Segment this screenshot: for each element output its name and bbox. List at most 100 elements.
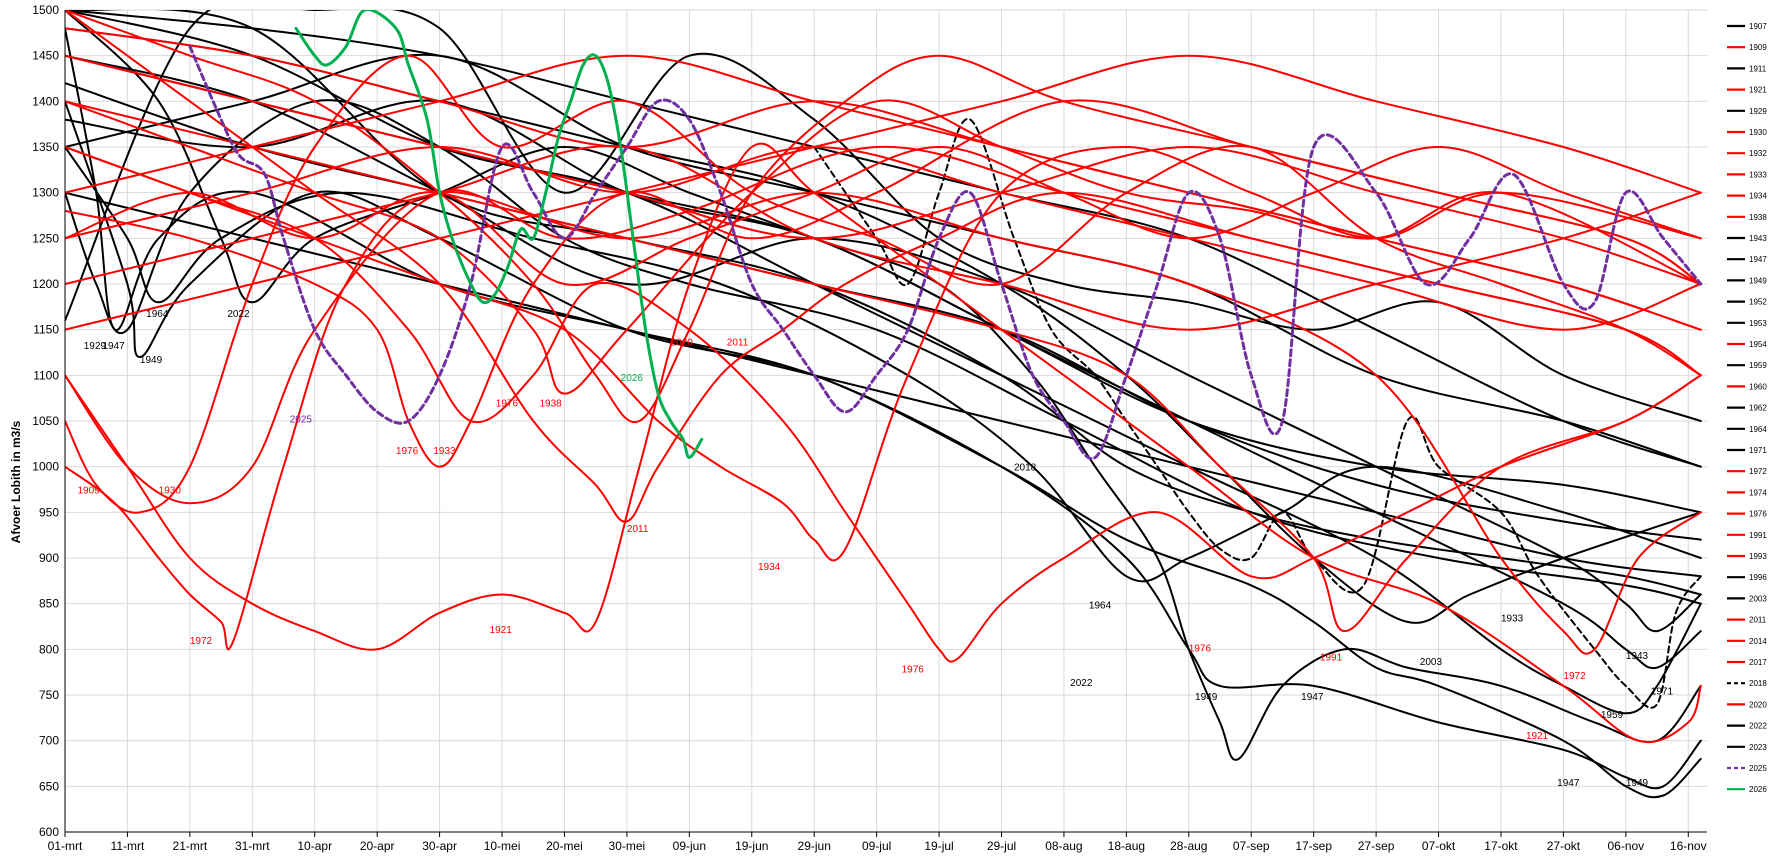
line-annotation: 2022 (227, 309, 250, 320)
line-annotation: 1933 (1501, 613, 1524, 624)
gridlines (64, 9, 1707, 833)
y-axis-ticks: 600 650 700 750 800 850 900 950 1000 1050 1100 1150… (32, 3, 59, 839)
legend-label: 1933 (1749, 170, 1767, 179)
legend-label: 1962 (1749, 404, 1767, 413)
series-line-2025 (188, 45, 1703, 461)
legend-label: 2017 (1749, 658, 1767, 667)
line-annotations: 1909 193019291947196419492022197220251976… (77, 309, 1673, 789)
x-tick-label: 19-jun (735, 839, 768, 853)
line-annotation: 1949 (1626, 778, 1649, 789)
line-annotation: 2011 (627, 524, 649, 535)
legend-label: 1960 (1749, 382, 1767, 391)
y-tick-label: 1350 (32, 140, 59, 154)
legend-label: 2011 (1749, 616, 1767, 625)
line-annotation: 2026 (621, 373, 644, 384)
x-tick-label: 09-jul (862, 839, 891, 853)
line-annotation: 2025 (290, 414, 313, 425)
legend-label: 2026 (1749, 785, 1767, 794)
line-annotation: 1921 (490, 625, 513, 636)
line-annotation: 1964 (146, 309, 169, 320)
line-annotation: 1972 (190, 636, 213, 647)
line-annotation: 1930 (159, 486, 182, 497)
x-tick-label: 11-mrt (111, 839, 145, 853)
legend-label: 1959 (1749, 361, 1767, 370)
series-line-1932 (65, 146, 1702, 286)
legend-label: 1974 (1749, 488, 1767, 497)
series-line-1972 (65, 190, 1702, 655)
x-tick-label: 31-mrt (235, 839, 270, 853)
legend-label: 2023 (1749, 743, 1767, 752)
x-tick-label: 19-jul (924, 839, 953, 853)
line-annotation: 2011 (727, 338, 749, 349)
series-line-1976 (65, 146, 1702, 663)
y-tick-label: 850 (39, 597, 59, 611)
y-tick-label: 700 (39, 734, 59, 748)
line-annotation: 1976 (1189, 644, 1212, 655)
legend-label: 2020 (1749, 700, 1767, 709)
x-tick-label: 16-nov (1670, 839, 1707, 853)
series-line-2011 (65, 10, 1702, 523)
y-tick-label: 1150 (33, 323, 59, 337)
legend-label: 1909 (1749, 43, 1767, 52)
legend-label: 1954 (1749, 340, 1767, 349)
x-tick-label: 30-mei (609, 839, 646, 853)
legend-label: 1929 (1749, 107, 1767, 116)
x-tick-label: 01-mrt (48, 839, 83, 853)
x-tick-label: 21-mrt (173, 839, 208, 853)
y-tick-label: 950 (39, 505, 59, 519)
legend: 1907 1909 1911 1921 1929 1930 1932 1933 1934 1938… (1727, 22, 1767, 794)
y-tick-label: 900 (39, 551, 59, 565)
y-tick-label: 1050 (32, 414, 59, 428)
legend-label: 1938 (1749, 213, 1767, 222)
x-tick-label: 08-aug (1045, 839, 1082, 853)
x-tick-label: 10-apr (297, 839, 332, 853)
y-tick-label: 1250 (32, 231, 59, 245)
series-line-1993 (65, 146, 1702, 331)
legend-label: 1911 (1749, 64, 1767, 73)
legend-label: 1921 (1749, 86, 1767, 95)
series-line-1929 (65, 99, 1702, 605)
legend-label: 1934 (1749, 192, 1767, 201)
line-annotation: 1929 (84, 341, 107, 352)
line-annotation: 2018 (1014, 463, 1037, 474)
legend-label: 1993 (1749, 552, 1767, 561)
y-tick-label: 1000 (32, 460, 59, 474)
x-tick-label: 28-aug (1170, 839, 1207, 853)
line-annotation: 2022 (1070, 678, 1093, 689)
x-tick-label: 17-okt (1484, 839, 1518, 853)
series-line-2020 (65, 10, 1702, 424)
x-tick-label: 29-jul (987, 839, 1016, 853)
y-tick-label: 1200 (32, 277, 59, 291)
x-tick-label: 17-sep (1295, 839, 1332, 853)
series-line-1949 (65, 100, 1702, 790)
line-annotation: 1964 (1089, 601, 1112, 612)
y-tick-label: 1300 (32, 186, 59, 200)
y-tick-label: 1450 (32, 49, 59, 63)
x-tick-label: 10-mei (484, 839, 521, 853)
legend-label: 1996 (1749, 573, 1767, 582)
legend-label: 1907 (1749, 22, 1767, 31)
line-annotation: 1991 (1320, 653, 1343, 664)
x-tick-label: 07-okt (1422, 839, 1456, 853)
line-annotation: 1959 (1601, 710, 1624, 721)
legend-label: 2022 (1749, 722, 1767, 731)
legend-label: 2003 (1749, 594, 1767, 603)
x-tick-label: 20-apr (360, 839, 395, 853)
x-tick-label: 27-sep (1358, 839, 1395, 853)
legend-label: 1952 (1749, 298, 1767, 307)
line-annotation: 1949 (140, 355, 163, 366)
x-tick-label: 07-sep (1233, 839, 1270, 853)
y-tick-label: 1400 (32, 94, 59, 108)
legend-label: 1972 (1749, 467, 1767, 476)
series-line-1934 (65, 146, 1702, 562)
y-tick-label: 600 (39, 825, 59, 839)
line-annotation: 1933 (433, 446, 456, 457)
legend-label: 1947 (1749, 255, 1767, 264)
series-line-2017 (65, 27, 1702, 331)
series-line-1996 (65, 191, 1702, 578)
line-annotation: 2003 (1420, 657, 1443, 668)
line-annotation: 1947 (1301, 692, 1324, 703)
line-annotation: 1947 (102, 341, 125, 352)
x-tick-label: 06-nov (1607, 839, 1644, 853)
